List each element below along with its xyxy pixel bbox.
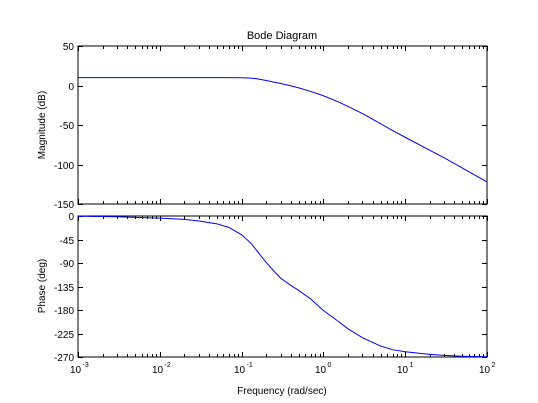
magnitude-ytick-label: -50 <box>60 121 75 132</box>
phase-xtick-exponent: -1 <box>247 362 253 369</box>
phase-ylabel: Phase (deg) <box>37 259 48 313</box>
phase-panel: 10 -3 10 -2 10 -1 10 0 10 1 10 20-45-90-135-180-225… <box>37 212 496 376</box>
magnitude-ytick-label: -150 <box>54 200 74 211</box>
phase-xtick-exponent: -2 <box>165 362 171 369</box>
magnitude-ylabel: Magnitude (dB) <box>37 91 48 159</box>
phase-xtick-label: 10 <box>315 365 327 376</box>
phase-ytick-label: -135 <box>54 283 74 294</box>
magnitude-axes-frame <box>77 45 488 205</box>
magnitude-ytick-label: 0 <box>68 82 74 93</box>
phase-ytick-label: -225 <box>54 330 74 341</box>
phase-xtick-label: 10 <box>397 365 409 376</box>
magnitude-ytick-label: -100 <box>54 161 74 172</box>
phase-ticks: 10 -3 10 -2 10 -1 10 0 10 1 10 20-45-90-135-180-225… <box>54 212 496 376</box>
phase-xtick-exponent: 0 <box>328 362 332 369</box>
frequency-xlabel: Frequency (rad/sec) <box>237 386 326 397</box>
phase-xtick-exponent: 2 <box>492 362 496 369</box>
phase-xtick-label: 10 <box>234 365 246 376</box>
phase-xtick-label: 10 <box>152 365 164 376</box>
phase-curve <box>77 215 488 358</box>
chart-title: Bode Diagram <box>247 30 317 42</box>
phase-xtick-label: 10 <box>479 365 491 376</box>
magnitude-curve <box>78 77 488 183</box>
magnitude-panel: 50 0 -50 -100 -150 Magnitude (dB) <box>37 42 488 211</box>
phase-xtick-label: 10 <box>70 365 82 376</box>
phase-xtick-exponent: 1 <box>410 362 414 369</box>
phase-ytick-label: -180 <box>54 306 74 317</box>
phase-axes-frame <box>77 215 488 358</box>
phase-ytick-label: -45 <box>60 236 75 247</box>
magnitude-ytick-label: 50 <box>63 42 75 53</box>
phase-xtick-exponent: -3 <box>83 362 89 369</box>
phase-ytick-label: 0 <box>68 212 74 223</box>
magnitude-ticks: 50 0 -50 -100 -150 <box>54 42 488 211</box>
phase-ytick-label: -90 <box>60 259 75 270</box>
phase-ytick-label: -270 <box>54 353 74 364</box>
